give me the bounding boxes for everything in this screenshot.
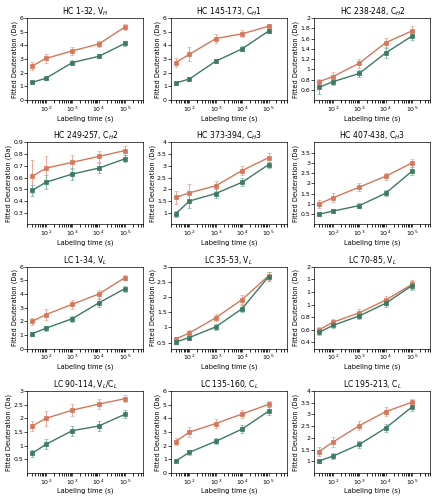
X-axis label: Labeling time (s): Labeling time (s) [57,488,114,494]
X-axis label: Labeling time (s): Labeling time (s) [344,364,401,370]
Y-axis label: Fitted Deuteration (Da): Fitted Deuteration (Da) [11,20,18,98]
X-axis label: Labeling time (s): Labeling time (s) [201,115,257,121]
Title: LC 35-53, V$_L$: LC 35-53, V$_L$ [204,254,253,266]
X-axis label: Labeling time (s): Labeling time (s) [344,240,401,246]
X-axis label: Labeling time (s): Labeling time (s) [344,488,401,494]
Title: LC 195-213, C$_L$: LC 195-213, C$_L$ [343,378,402,391]
X-axis label: Labeling time (s): Labeling time (s) [201,364,257,370]
X-axis label: Labeling time (s): Labeling time (s) [201,240,257,246]
Title: HC 145-173, C$_H$1: HC 145-173, C$_H$1 [196,6,262,18]
Title: HC 1-32, V$_H$: HC 1-32, V$_H$ [62,6,109,18]
Title: HC 373-394, C$_H$3: HC 373-394, C$_H$3 [196,130,262,142]
Y-axis label: Fitted Deuteration (Da): Fitted Deuteration (Da) [11,269,18,346]
X-axis label: Labeling time (s): Labeling time (s) [344,115,401,121]
Y-axis label: Fitted Deuteration (Da): Fitted Deuteration (Da) [6,394,12,470]
Y-axis label: Fitted Deuteration (Da): Fitted Deuteration (Da) [149,269,156,346]
X-axis label: Labeling time (s): Labeling time (s) [57,240,114,246]
Title: HC 238-248, C$_H$2: HC 238-248, C$_H$2 [340,6,405,18]
X-axis label: Labeling time (s): Labeling time (s) [201,488,257,494]
Y-axis label: Fitted Deuteration (Da): Fitted Deuteration (Da) [6,145,12,222]
Y-axis label: Fitted Deuteration (Da): Fitted Deuteration (Da) [293,394,299,470]
Y-axis label: Fitted Deuteration (Da): Fitted Deuteration (Da) [293,20,299,98]
Title: LC 90-114, V$_L$/C$_L$: LC 90-114, V$_L$/C$_L$ [53,378,118,391]
Y-axis label: Fitted Deuteration (Da): Fitted Deuteration (Da) [149,145,156,222]
Title: HC 249-257, C$_H$2: HC 249-257, C$_H$2 [53,130,118,142]
Y-axis label: Fitted Deuteration (Da): Fitted Deuteration (Da) [155,394,161,470]
Title: LC 135-160, C$_L$: LC 135-160, C$_L$ [200,378,259,391]
Title: HC 407-438, C$_H$3: HC 407-438, C$_H$3 [339,130,405,142]
Y-axis label: Fitted Deuteration (Da): Fitted Deuteration (Da) [155,20,161,98]
Title: LC 70-85, V$_L$: LC 70-85, V$_L$ [348,254,397,266]
X-axis label: Labeling time (s): Labeling time (s) [57,364,114,370]
Y-axis label: Fitted Deuteration (Da): Fitted Deuteration (Da) [293,145,299,222]
Y-axis label: Fitted Deuteration (Da): Fitted Deuteration (Da) [293,269,299,346]
Title: LC 1-34, V$_L$: LC 1-34, V$_L$ [63,254,108,266]
X-axis label: Labeling time (s): Labeling time (s) [57,115,114,121]
